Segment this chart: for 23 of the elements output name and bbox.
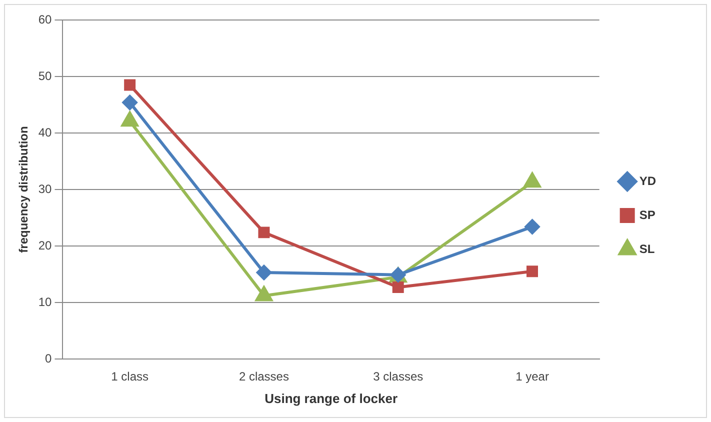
point (524, 219, 540, 234)
point (122, 94, 138, 110)
point (392, 282, 404, 293)
legend-label: YD (639, 174, 656, 188)
x-tick-label: 3 classes (373, 370, 424, 384)
y-tick-label: 10 (38, 294, 52, 309)
point (256, 265, 272, 280)
y-tick-label: 40 (38, 125, 52, 140)
y-tick-label: 50 (38, 68, 52, 83)
y-axis-title: frequency distribution (16, 126, 31, 253)
point (258, 226, 270, 238)
x-tick-label: 1 class (111, 370, 148, 384)
y-tick-label: 30 (38, 182, 52, 196)
x-tick-label: 2 classes (238, 370, 289, 384)
legend-label: SL (639, 242, 655, 256)
x-axis-title: Using range of locker (264, 390, 398, 406)
y-tick-label: 60 (38, 12, 52, 26)
point (124, 79, 136, 91)
y-tick-label: 20 (38, 238, 52, 252)
point (526, 266, 538, 278)
x-tick-label: 1 year (516, 370, 549, 384)
legend-label: SP (639, 208, 656, 222)
y-tick-label: 0 (45, 351, 52, 366)
